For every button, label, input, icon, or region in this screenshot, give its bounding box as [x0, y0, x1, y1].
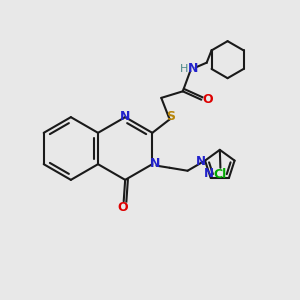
Text: S: S — [166, 110, 175, 123]
Text: N: N — [150, 157, 160, 170]
Text: N: N — [196, 155, 206, 168]
Text: O: O — [118, 201, 128, 214]
Text: N: N — [204, 167, 214, 180]
Text: H: H — [179, 64, 188, 74]
Text: Cl: Cl — [214, 168, 227, 181]
Text: N: N — [188, 61, 198, 74]
Text: N: N — [120, 110, 130, 123]
Text: O: O — [202, 93, 213, 106]
